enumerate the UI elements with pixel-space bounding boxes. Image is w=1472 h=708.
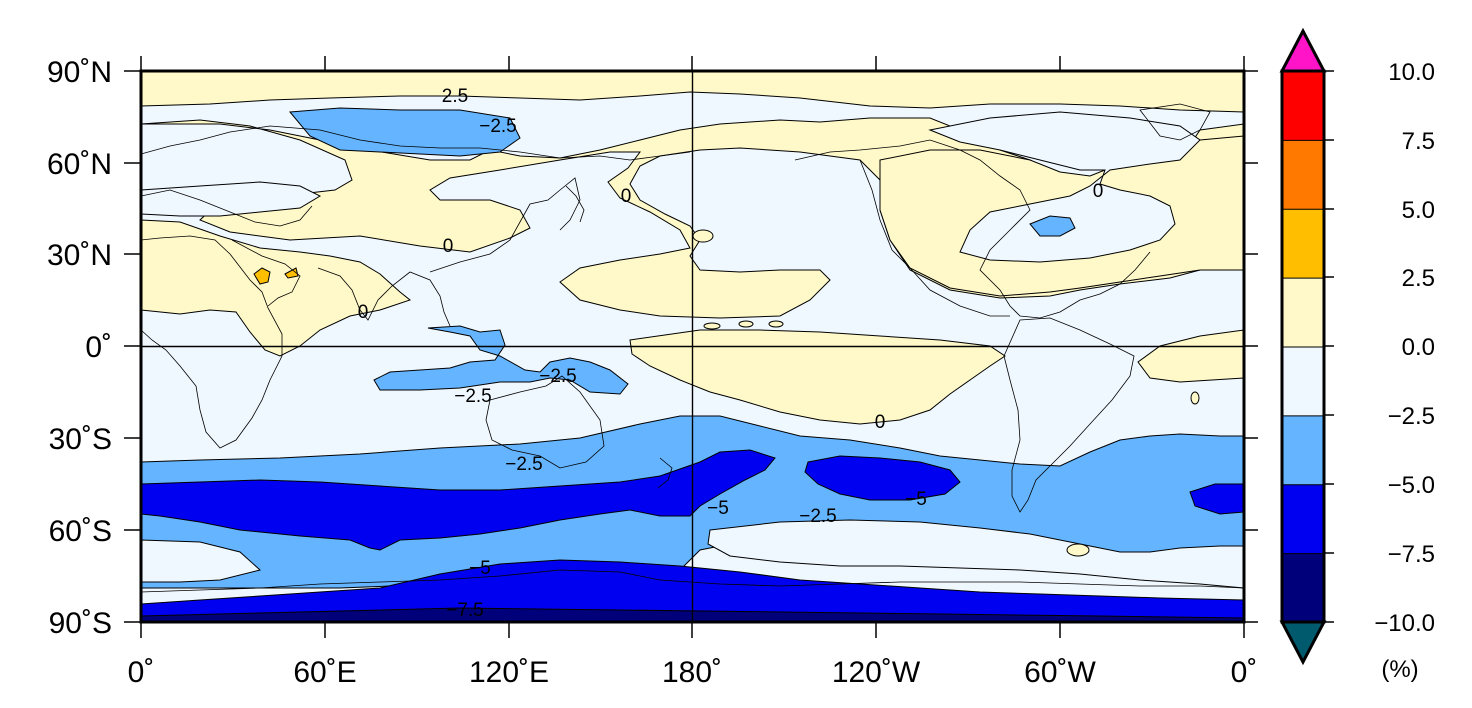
colorbar-tick-label: −7.5 bbox=[1388, 541, 1435, 568]
lat-label: 90˚N bbox=[47, 56, 112, 89]
field-deep-south-atlantic bbox=[1189, 483, 1244, 515]
colorbar-segment bbox=[1281, 552, 1325, 623]
lon-label: 60˚E bbox=[293, 656, 356, 689]
contour-labels: 2.5 −2.5 0 0 0 0 −2.5 −2.5 0 −2.5 −5 −2.… bbox=[358, 86, 1104, 621]
coastline-eurasia-north bbox=[141, 125, 691, 161]
field-neg-sahara bbox=[141, 181, 322, 217]
field-pos-saudi-blob bbox=[253, 267, 271, 285]
contour-label: −2.5 bbox=[505, 454, 543, 475]
coastlines bbox=[141, 103, 1244, 593]
colorbar-tick-label: −2.5 bbox=[1388, 403, 1435, 430]
colorbar-over-triangle bbox=[1279, 27, 1327, 73]
lon-label: 60˚W bbox=[1024, 656, 1096, 689]
lat-label: 60˚N bbox=[47, 148, 112, 181]
field-neg-labrador bbox=[928, 111, 1201, 263]
field-pos-islet bbox=[1066, 543, 1090, 557]
field-pos-islet bbox=[703, 322, 721, 330]
colorbar: 10.0 7.5 5.0 2.5 0.0 −2.5 −5.0 −7.5 −10.… bbox=[1279, 27, 1435, 683]
contour-label: 0 bbox=[443, 236, 454, 257]
contour-label: −2.5 bbox=[479, 116, 517, 137]
contour-label: −5 bbox=[905, 489, 927, 510]
colorbar-tick-label: 7.5 bbox=[1402, 128, 1435, 155]
contour-label: 0 bbox=[875, 412, 886, 433]
contour-label: −7.5 bbox=[446, 600, 484, 621]
coastline-arabia bbox=[231, 239, 301, 307]
colorbar-segment bbox=[1281, 346, 1325, 417]
field-pos-islet bbox=[768, 320, 784, 328]
lon-label: 180˚ bbox=[662, 656, 722, 689]
coastline-na-west bbox=[859, 159, 1010, 317]
field-pos-islet bbox=[1190, 391, 1200, 405]
lat-label: 0˚ bbox=[85, 331, 112, 364]
colorbar-unit: (%) bbox=[1381, 656, 1418, 683]
map-panel: 2.5 −2.5 0 0 0 0 −2.5 −2.5 0 −2.5 −5 −2.… bbox=[141, 71, 1244, 622]
coastline-new-zealand bbox=[657, 457, 673, 489]
lon-label: 120˚W bbox=[832, 656, 921, 689]
colorbar-tick-labels: 10.0 7.5 5.0 2.5 0.0 −2.5 −5.0 −7.5 −10.… bbox=[1374, 59, 1435, 637]
contour-label: 0 bbox=[358, 302, 369, 323]
colorbar-tick-label: −10.0 bbox=[1374, 610, 1435, 637]
colorbar-tick-label: 2.5 bbox=[1402, 265, 1435, 292]
colorbar-ticks bbox=[1324, 70, 1334, 623]
coastline-antarctica bbox=[141, 569, 1244, 593]
colorbar-segment bbox=[1281, 277, 1325, 348]
colorbar-tick-label: 0.0 bbox=[1402, 334, 1435, 361]
field-pos-islet bbox=[738, 320, 754, 328]
tick-marks bbox=[124, 56, 1258, 638]
colorbar-segment bbox=[1281, 139, 1325, 210]
lon-label: 0˚ bbox=[128, 656, 155, 689]
field-neg-atlantic-blob bbox=[1029, 215, 1076, 237]
field-pos-arabia-india bbox=[141, 219, 412, 357]
lat-label: 60˚S bbox=[49, 515, 112, 548]
coastline-africa bbox=[141, 235, 283, 449]
colorbar-tick-label: 10.0 bbox=[1388, 59, 1435, 86]
colorbar-tick-label: −5.0 bbox=[1388, 472, 1435, 499]
colorbar-tick-label: 5.0 bbox=[1402, 197, 1435, 224]
colorbar-segment bbox=[1281, 483, 1325, 555]
lat-label: 30˚S bbox=[49, 423, 112, 456]
lon-label: 120˚E bbox=[469, 656, 549, 689]
coastline-japan bbox=[565, 185, 585, 223]
contour-label: 0 bbox=[621, 186, 632, 207]
field-neg-west-band bbox=[141, 539, 262, 583]
colorbar-segment bbox=[1281, 414, 1325, 486]
coastline-china bbox=[429, 177, 581, 273]
field-neg-siberia bbox=[288, 107, 521, 157]
colorbar-segment bbox=[1281, 208, 1325, 279]
coastline-north-america bbox=[794, 139, 1151, 319]
colorbar-under-triangle bbox=[1279, 620, 1327, 666]
contour-label: −2.5 bbox=[799, 506, 837, 527]
contour-label: 2.5 bbox=[442, 86, 468, 107]
lat-label: 90˚S bbox=[49, 607, 112, 640]
field-pos-central-pacific bbox=[629, 329, 1006, 425]
longitude-labels: 0˚ 60˚E 120˚E 180˚ 120˚W 60˚W 0˚ bbox=[128, 656, 1258, 689]
lon-label: 0˚ bbox=[1231, 656, 1258, 689]
field-deep-indian-ocean bbox=[141, 449, 776, 551]
lat-label: 30˚N bbox=[47, 239, 112, 272]
contour-label: 0 bbox=[1093, 181, 1104, 202]
coastline-india bbox=[317, 267, 451, 327]
field-deep-south-pacific bbox=[804, 455, 961, 501]
coastline-australia bbox=[485, 375, 605, 469]
coastline-greenland bbox=[1139, 103, 1211, 141]
field-neg-maritime bbox=[373, 325, 629, 395]
contour-label: −5 bbox=[469, 558, 491, 579]
coastline-europe bbox=[141, 189, 313, 227]
field-pos-islet bbox=[692, 229, 714, 243]
field-neg-south-band bbox=[707, 519, 1244, 589]
colorbar-segments bbox=[1281, 70, 1325, 623]
contour-label: −2.5 bbox=[539, 366, 577, 387]
colorbar-segment bbox=[1281, 70, 1325, 141]
contour-label: −2.5 bbox=[454, 386, 492, 407]
latitude-labels: 90˚N 60˚N 30˚N 0˚ 30˚S 60˚S 90˚S bbox=[47, 56, 112, 640]
contour-label: −5 bbox=[707, 498, 729, 519]
